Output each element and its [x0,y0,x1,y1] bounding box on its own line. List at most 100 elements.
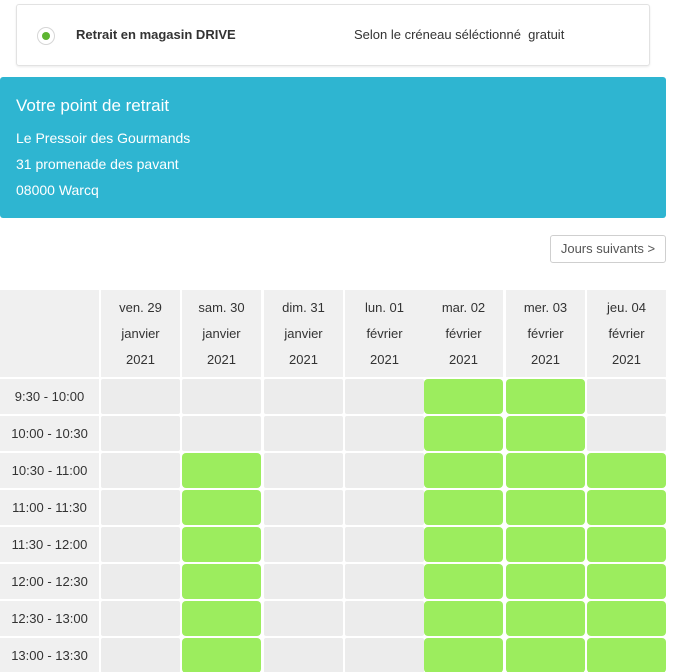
day-header-year: 2021 [126,351,155,367]
timeslot-available[interactable] [424,490,503,525]
timeslot-available[interactable] [506,490,585,525]
day-header-month: février [608,325,645,341]
timeslot-available[interactable] [424,601,503,636]
day-header: mar. 02 février 2021 [424,290,503,377]
timeslot-available[interactable] [506,379,585,414]
timeslot-unavailable [264,416,343,451]
timeslot-available[interactable] [587,601,666,636]
timeslot-unavailable [101,416,180,451]
timeslot-available[interactable] [182,638,261,672]
timeslot-unavailable [345,564,424,599]
day-header-month: janvier [121,325,160,341]
timeslot-unavailable [264,379,343,414]
time-slot-label: 11:30 - 12:00 [0,527,99,562]
day-header-month: février [527,325,564,341]
timeslot-unavailable [587,379,666,414]
timeslot-unavailable [101,638,180,672]
day-header: dim. 31 janvier 2021 [264,290,343,377]
timeslot-unavailable [101,490,180,525]
pickup-point-address: 31 promenade des pavant [16,156,179,172]
timeslot-available[interactable] [424,453,503,488]
day-header-month: février [445,325,482,341]
pickup-point-panel: Votre point de retrait Le Pressoir des G… [0,77,666,218]
timeslot-unavailable [101,564,180,599]
timeslot-available[interactable] [587,564,666,599]
timeslot-available[interactable] [587,453,666,488]
timeslot-unavailable [101,527,180,562]
time-slot-label: 9:30 - 10:00 [0,379,99,414]
timeslot-unavailable [264,638,343,672]
day-header-day: jeu. 04 [606,299,647,315]
pickup-point-title: Votre point de retrait [16,96,170,115]
day-header: ven. 29 janvier 2021 [101,290,180,377]
timeslot-available[interactable] [424,638,503,672]
delivery-option-detail: Selon le créneau séléctionné gratuit [354,27,565,42]
timeslot-available[interactable] [587,490,666,525]
timeslot-unavailable [182,416,261,451]
time-slot-label: 12:30 - 13:00 [0,601,99,636]
time-slot-label: 10:30 - 11:00 [0,453,99,488]
day-header: sam. 30 janvier 2021 [182,290,261,377]
timeslot-unavailable [264,453,343,488]
timeslot-available[interactable] [506,564,585,599]
time-slot-label: 11:00 - 11:30 [0,490,99,525]
timeslot-available[interactable] [506,601,585,636]
timeslot-unavailable [101,379,180,414]
day-header-month: janvier [284,325,323,341]
day-header-month: janvier [202,325,241,341]
timeslot-unavailable [345,453,424,488]
timeslot-unavailable [264,527,343,562]
day-header-day: lun. 01 [364,299,405,315]
day-header-month: février [366,325,403,341]
timeslot-available[interactable] [424,564,503,599]
timeslot-available[interactable] [424,379,503,414]
grid-corner [0,290,99,377]
pickup-point-name: Le Pressoir des Gourmands [16,130,191,146]
day-header-day: mar. 02 [441,299,486,315]
day-header: mer. 03 février 2021 [506,290,585,377]
timeslot-unavailable [345,601,424,636]
timeslot-available[interactable] [182,527,261,562]
day-header-year: 2021 [207,351,236,367]
day-header-day: dim. 31 [282,299,325,315]
timeslot-unavailable [345,416,424,451]
day-header-day: mer. 03 [523,299,568,315]
timeslot-unavailable [182,379,261,414]
timeslot-available[interactable] [182,490,261,525]
day-header: jeu. 04 février 2021 [587,290,666,377]
day-header: lun. 01 février 2021 [345,290,424,377]
timeslot-unavailable [587,416,666,451]
timeslot-unavailable [345,490,424,525]
timeslot-unavailable [264,601,343,636]
time-slot-label: 12:00 - 12:30 [0,564,99,599]
timeslot-unavailable [101,601,180,636]
timeslot-unavailable [264,564,343,599]
timeslot-unavailable [345,379,424,414]
timeslot-available[interactable] [182,564,261,599]
timeslot-unavailable [101,453,180,488]
timeslot-available[interactable] [182,453,261,488]
timeslot-available[interactable] [506,638,585,672]
time-slot-label: 10:00 - 10:30 [0,416,99,451]
radio-selected-icon[interactable] [37,27,55,45]
pickup-point-city: 08000 Warcq [16,182,99,198]
time-slot-label: 13:00 - 13:30 [0,638,99,672]
next-days-button[interactable]: Jours suivants > [550,235,666,263]
timeslot-available[interactable] [506,527,585,562]
day-header-year: 2021 [449,351,478,367]
timeslot-available[interactable] [506,453,585,488]
day-header-year: 2021 [612,351,641,367]
timeslot-available[interactable] [182,601,261,636]
delivery-option-drive[interactable]: Retrait en magasin DRIVE Selon le crénea… [16,4,650,66]
day-header-day: sam. 30 [198,299,245,315]
timeslot-unavailable [345,638,424,672]
timeslot-available[interactable] [424,527,503,562]
timeslot-available[interactable] [424,416,503,451]
day-header-year: 2021 [531,351,560,367]
timeslot-available[interactable] [506,416,585,451]
day-header-year: 2021 [289,351,318,367]
timeslot-unavailable [345,527,424,562]
day-header-year: 2021 [370,351,399,367]
timeslot-available[interactable] [587,638,666,672]
timeslot-available[interactable] [587,527,666,562]
